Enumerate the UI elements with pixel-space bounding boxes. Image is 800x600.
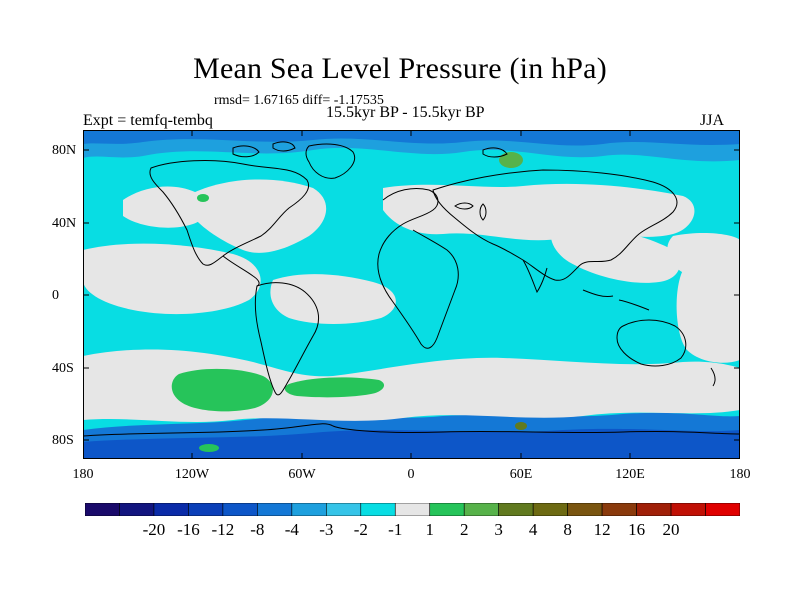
east-pacific-neutral [676, 267, 740, 363]
lat-label-80n: 80N [52, 143, 77, 158]
colorbar-swatch [429, 503, 465, 516]
colorbar [85, 503, 740, 516]
colorbar-label: 4 [528, 520, 538, 539]
lon-label-0: 0 [407, 467, 415, 482]
asia-neutral [550, 225, 681, 283]
colorbar-swatch [705, 503, 740, 516]
colorbar-label: -12 [211, 520, 235, 539]
antarctic-positive-spot-west [199, 444, 219, 452]
colorbar-swatch [394, 503, 431, 516]
antarctica-coast [83, 423, 740, 437]
colorbar-swatch [222, 503, 258, 516]
lon-label-60e: 60E [509, 467, 533, 482]
lat-label-40s: 40S [52, 361, 74, 376]
new-zealand-coast [710, 367, 716, 387]
colorbar-label: 1 [425, 520, 434, 539]
colorbar-label: -2 [353, 520, 368, 539]
colorbar-label: -16 [177, 520, 200, 539]
canada-positive-spot [197, 194, 209, 202]
colorbar-swatch [636, 503, 672, 516]
colorbar-label: 2 [459, 520, 469, 539]
colorbar-swatch [498, 503, 534, 516]
season-label: JJA [700, 112, 725, 129]
arctic-positive-spot [499, 152, 523, 168]
colorbar-swatch [291, 503, 327, 516]
asia-coast [432, 169, 678, 281]
lat-label-40n: 40N [52, 216, 77, 231]
colorbar-label: 12 [593, 520, 611, 539]
colorbar-label: -3 [319, 520, 334, 539]
australia-coast [616, 319, 687, 367]
colorbar-swatch [532, 503, 568, 516]
colorbar-swatch [360, 503, 396, 516]
experiment-label: Expt = temfq-tembq [83, 112, 213, 129]
lat-label-80s: 80S [52, 433, 74, 448]
greenland-coast [305, 143, 355, 179]
plot-title: Mean Sea Level Pressure (in hPa) [193, 52, 607, 85]
colorbar-swatch [567, 503, 603, 516]
colorbar-label: 20 [662, 520, 680, 539]
colorbar-label: 16 [628, 520, 646, 539]
arctic-islands-coast [232, 141, 508, 158]
colorbar-swatch [153, 503, 189, 516]
arctic-dark-band [83, 130, 740, 146]
tropical-atlantic-neutral [270, 274, 396, 324]
indonesia-coast [582, 289, 650, 311]
antarctic-positive-spot [515, 422, 527, 430]
inland-seas-coast [454, 202, 487, 221]
colorbar-swatch [188, 503, 224, 516]
rmsd-diff-stats: rmsd= 1.67165 diff= -1.17535 [214, 93, 384, 108]
lon-label-120e: 120E [615, 467, 645, 482]
colorbar-label: 8 [563, 520, 572, 539]
coastlines [83, 141, 740, 437]
lon-label-120w: 120W [174, 467, 210, 482]
colorbar-swatch [85, 503, 120, 516]
colorbar-swatch [463, 503, 499, 516]
colorbar-label: -4 [284, 520, 299, 539]
colorbar-swatch [670, 503, 706, 516]
india-coast [522, 259, 548, 294]
colorbar-label: -20 [142, 520, 166, 539]
central-america-coast [222, 255, 260, 287]
colorbar-swatch [119, 503, 155, 516]
north-america-neutral [191, 179, 327, 253]
colorbar-label: 3 [494, 520, 503, 539]
south-america-coast [254, 282, 320, 396]
colorbar-label: -8 [250, 520, 265, 539]
lon-label-60w: 60W [288, 467, 316, 482]
lon-label-180w: 180 [72, 467, 94, 482]
colorbar-swatch [601, 503, 637, 516]
antarctic-dark-band [83, 428, 740, 459]
colorbar-swatch [257, 503, 293, 516]
pressure-anomaly-map [83, 130, 740, 459]
south-atlantic-positive-anomaly [284, 377, 385, 398]
colorbar-label: -1 [388, 520, 403, 539]
colorbar-swatch [326, 503, 362, 516]
eurasia-neutral [383, 183, 695, 241]
north-america-coast [149, 160, 309, 266]
south-pacific-positive-anomaly [171, 368, 273, 412]
period-label: 15.5kyr BP - 15.5kyr BP [326, 104, 485, 121]
lat-label-equator: 0 [52, 288, 59, 303]
africa-europe-coast [377, 187, 459, 349]
north-pacific-neutral [123, 186, 209, 228]
lon-label-180e: 180 [729, 467, 751, 482]
